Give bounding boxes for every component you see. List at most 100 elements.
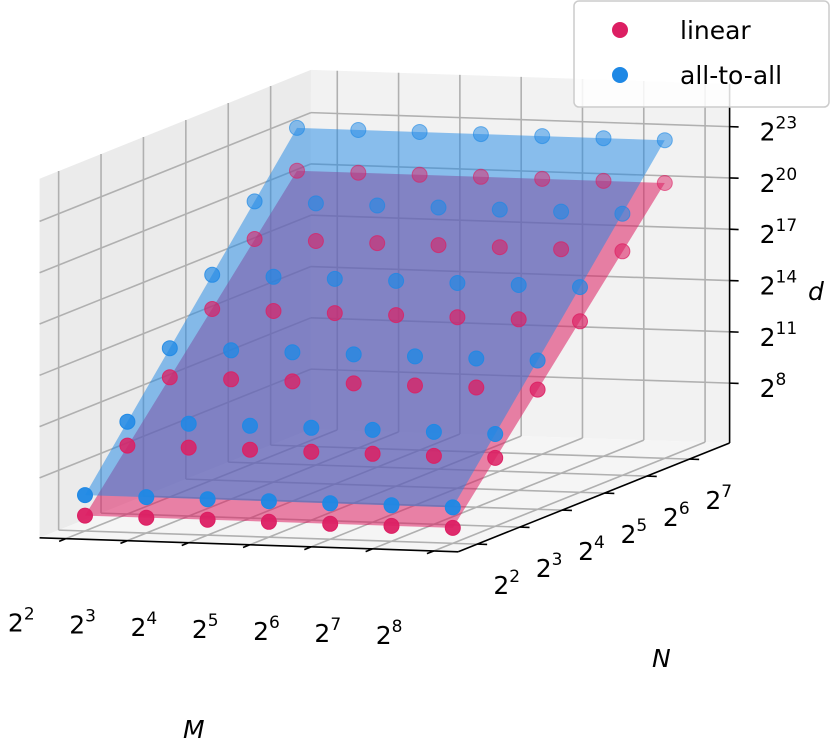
data-point-all-to-all (553, 203, 570, 220)
data-point-linear (364, 445, 381, 462)
m-tick-label: 26 (253, 613, 280, 646)
data-point-linear (529, 381, 546, 398)
data-point-all-to-all (468, 350, 485, 367)
m-tick-label: 28 (376, 617, 403, 650)
data-point-all-to-all (614, 205, 631, 222)
n-tick-label: 23 (536, 550, 563, 583)
data-point-all-to-all (388, 272, 405, 289)
data-point-all-to-all (491, 201, 508, 218)
data-point-linear (411, 166, 428, 183)
data-point-all-to-all (444, 499, 461, 516)
data-point-all-to-all (284, 344, 301, 361)
d-axis-label: d (808, 277, 824, 306)
data-point-linear (553, 241, 570, 258)
data-point-linear (246, 231, 263, 247)
d-tick-label: 220 (760, 165, 798, 198)
m-axis-tick (242, 544, 251, 549)
n-tick-label: 26 (663, 499, 690, 532)
n-tick-label: 27 (705, 482, 732, 515)
data-point-all-to-all (425, 423, 442, 440)
data-point-linear (289, 162, 305, 179)
data-point-all-to-all (449, 275, 466, 291)
grid-line-d-back (310, 111, 730, 128)
axis-lines (39, 83, 739, 555)
data-point-linear (77, 507, 93, 524)
data-point-linear (383, 517, 400, 534)
data-point-linear (510, 311, 527, 328)
data-point-all-to-all (204, 266, 221, 283)
n-axis-line (457, 442, 730, 553)
data-point-linear (242, 441, 258, 458)
plane-all-to-all (85, 127, 665, 508)
data-point-linear (614, 243, 631, 260)
d-tick-label: 223 (760, 114, 798, 147)
data-point-all-to-all (322, 495, 339, 512)
data-point-linear (138, 509, 155, 526)
data-point-linear (487, 449, 504, 466)
data-point-all-to-all (307, 195, 324, 212)
grid-line-m-floor (372, 439, 645, 550)
legend-label-linear: linear (680, 16, 751, 45)
data-point-all-to-all (572, 279, 588, 296)
m-tick-label: 24 (131, 609, 158, 642)
legend: linear all-to-all (573, 0, 830, 108)
data-point-linear (350, 164, 367, 181)
data-point-all-to-all (289, 119, 305, 136)
data-point-linear (284, 373, 301, 390)
data-point-linear (472, 168, 489, 185)
data-point-all-to-all (260, 493, 277, 510)
data-point-linear (425, 447, 442, 464)
data-point-all-to-all (534, 128, 551, 145)
legend-marker-all-to-all (612, 67, 628, 83)
data-point-all-to-all (430, 199, 447, 216)
data-point-linear (444, 519, 461, 536)
data-point-linear (326, 305, 343, 322)
data-point-all-to-all (303, 419, 320, 436)
d-tick-label: 214 (760, 268, 798, 301)
data-points (77, 119, 673, 536)
data-point-all-to-all (369, 197, 386, 214)
data-point-linear (322, 515, 339, 532)
data-point-linear (119, 437, 136, 454)
data-point-linear (534, 170, 551, 187)
data-point-linear (260, 513, 277, 530)
data-point-linear (223, 371, 240, 388)
grid-line-n-floor (58, 529, 478, 545)
data-point-linear (303, 443, 320, 460)
m-tick-label: 23 (69, 607, 96, 640)
data-point-linear (430, 237, 447, 254)
data-point-all-to-all (161, 340, 178, 357)
data-point-linear (199, 511, 216, 528)
m-axis-label: M (183, 715, 205, 744)
data-point-all-to-all (345, 346, 362, 363)
tick-labels: 22 23 24 25 26 27 28 22 23 24 25 26 27 28 211 214 217 220… (8, 114, 824, 744)
data-point-all-to-all (326, 270, 343, 287)
m-axis-tick (181, 542, 189, 547)
m-tick-label: 25 (192, 611, 219, 644)
data-point-all-to-all (223, 342, 240, 359)
data-point-linear (572, 313, 588, 330)
m-tick-label: 27 (314, 615, 341, 648)
data-point-linear (345, 375, 362, 392)
m-tick-label: 22 (8, 605, 35, 638)
data-point-linear (265, 303, 282, 319)
n-tick-label: 22 (493, 567, 520, 600)
d-tick-label: 211 (760, 319, 798, 352)
n-axis-label: N (652, 644, 671, 673)
data-point-all-to-all (350, 122, 367, 138)
data-point-all-to-all (199, 491, 216, 508)
data-point-all-to-all (407, 348, 423, 365)
data-point-linear (204, 301, 221, 317)
data-point-all-to-all (364, 421, 381, 438)
data-point-all-to-all (77, 487, 93, 504)
data-point-all-to-all (656, 132, 673, 149)
data-point-all-to-all (472, 126, 489, 143)
data-point-linear (491, 239, 508, 256)
data-point-linear (449, 309, 466, 326)
data-point-all-to-all (529, 352, 546, 369)
d-tick-label: 28 (760, 370, 787, 403)
data-point-all-to-all (383, 497, 400, 514)
legend-label-all-to-all: all-to-all (680, 61, 782, 90)
grid-line-d-left (39, 111, 312, 223)
m-axis-tick (365, 548, 373, 553)
